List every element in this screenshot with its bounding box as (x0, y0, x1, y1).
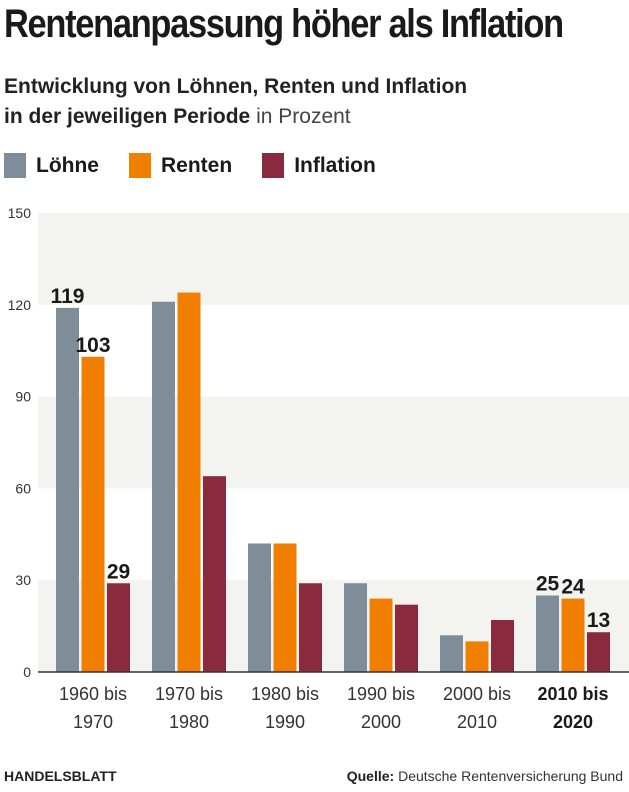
subtitle-line1: Entwicklung von Löhnen, Renten und Infla… (4, 75, 468, 98)
data-label: 29 (107, 560, 130, 583)
x-tick-label: 1970 (73, 712, 113, 732)
bar-renten-0 (81, 356, 105, 672)
chart-legend: Löhne Renten Inflation (4, 153, 406, 178)
chart-subtitle: Entwicklung von Löhnen, Renten und Infla… (4, 72, 467, 132)
data-label: 25 (536, 573, 560, 596)
y-tick-label: 90 (15, 389, 31, 405)
x-tick-label: 1980 (169, 712, 209, 732)
bar-renten-5 (561, 598, 585, 672)
legend-label-loehne: Löhne (36, 153, 99, 177)
bar-inflation-4 (491, 619, 514, 672)
bar-loehne-4 (440, 635, 463, 672)
bar-loehne-0 (56, 307, 79, 672)
bar-inflation-5 (587, 632, 610, 672)
bar-loehne-5 (536, 595, 559, 672)
bar-loehne-2 (248, 543, 271, 672)
subtitle-line2-bold: in der jeweiligen Periode (4, 105, 251, 128)
data-label: 13 (587, 609, 610, 632)
legend-swatch-inflation (262, 153, 285, 178)
source-text: Deutsche Rentenversicherung Bund (394, 768, 623, 784)
subtitle-unit: in Prozent (250, 105, 351, 128)
x-tick-label: 1980 bis (251, 684, 319, 704)
x-tick-label: 1960 bis (59, 684, 127, 704)
bar-loehne-3 (344, 583, 367, 672)
legend-swatch-loehne (4, 153, 26, 178)
legend-swatch-renten (129, 153, 151, 178)
publisher-brand: HANDELSBLATT (4, 768, 117, 784)
source-label: Quelle: (346, 768, 395, 784)
bar-renten-2 (273, 543, 297, 672)
grid-band (38, 213, 629, 305)
legend-item-renten: Renten (129, 153, 232, 178)
source-note: Quelle: Deutsche Rentenversicherung Bund (347, 768, 623, 784)
x-tick-label: 1970 bis (155, 684, 223, 704)
bar-inflation-0 (107, 583, 130, 672)
x-tick-label: 2000 (361, 712, 401, 732)
bar-inflation-3 (395, 604, 418, 672)
legend-item-loehne: Löhne (4, 153, 99, 178)
bar-renten-1 (177, 292, 201, 672)
grid-band (38, 396, 629, 489)
x-tick-label: 1990 (265, 712, 305, 732)
bar-renten-3 (369, 598, 393, 672)
data-label: 119 (51, 285, 85, 308)
y-tick-label: 120 (8, 297, 32, 313)
bar-loehne-1 (152, 301, 175, 672)
x-tick-label: 1990 bis (347, 684, 415, 704)
data-label: 103 (75, 334, 110, 357)
chart-title: Rentenanpassung höher als Inflation (4, 2, 564, 46)
bar-inflation-1 (203, 476, 226, 672)
y-tick-label: 0 (23, 664, 31, 680)
bar-renten-4 (465, 641, 489, 672)
x-tick-label: 2020 (553, 712, 593, 732)
data-label: 24 (561, 576, 585, 599)
legend-label-renten: Renten (161, 153, 233, 177)
y-tick-label: 30 (15, 572, 31, 588)
y-tick-label: 150 (8, 205, 32, 221)
x-tick-label: 2010 bis (537, 684, 608, 704)
y-tick-label: 60 (15, 480, 31, 496)
legend-label-inflation: Inflation (294, 153, 376, 177)
grid-band (38, 580, 629, 672)
x-tick-label: 2000 bis (443, 684, 511, 704)
bar-inflation-2 (299, 583, 322, 672)
x-tick-label: 2010 (457, 712, 497, 732)
legend-item-inflation: Inflation (262, 153, 376, 178)
